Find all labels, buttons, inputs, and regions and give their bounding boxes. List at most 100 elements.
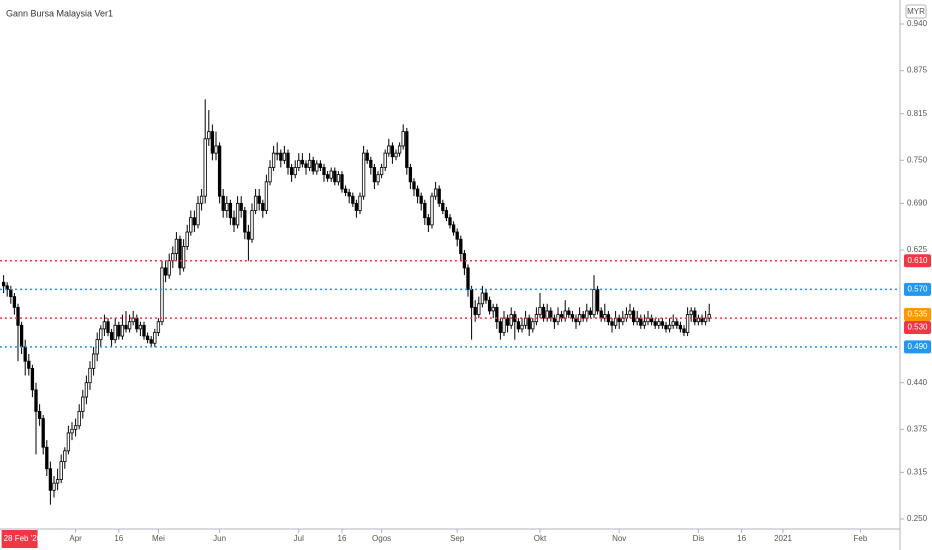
candle-body xyxy=(257,195,261,204)
candle-body xyxy=(390,145,395,158)
candle-body xyxy=(552,317,557,323)
candle-body xyxy=(531,321,535,330)
candle-body xyxy=(466,267,470,290)
candle-body xyxy=(664,324,668,330)
candle-body xyxy=(160,267,164,323)
x-tick-label: 2021 xyxy=(774,534,792,543)
candle-body xyxy=(228,202,233,219)
candle-body xyxy=(408,167,413,183)
x-tick-label: Nov xyxy=(612,534,626,543)
candle-body xyxy=(545,310,549,319)
candle-body xyxy=(459,238,463,254)
candle-body xyxy=(469,289,474,308)
x-tick-label: Mei xyxy=(152,534,165,543)
candle-body xyxy=(52,482,56,491)
candle-body xyxy=(117,324,121,337)
y-tick-label: 0.690 xyxy=(907,198,928,207)
candle-body xyxy=(394,152,398,158)
candle-body xyxy=(451,224,456,233)
candle-body xyxy=(48,468,53,491)
candle-body xyxy=(91,353,96,369)
candle-body xyxy=(667,324,672,330)
candle-body xyxy=(595,289,600,312)
candle-body xyxy=(19,324,24,348)
candle-body xyxy=(639,317,643,326)
candle-body xyxy=(516,321,521,330)
candle-body xyxy=(570,314,575,319)
candle-body xyxy=(261,202,265,211)
candle-body xyxy=(246,231,251,240)
y-tick-label: 0.750 xyxy=(907,155,928,164)
candle-body xyxy=(63,450,67,463)
candle-body xyxy=(433,188,438,197)
y-tick-label: 0.940 xyxy=(907,19,928,28)
candle-body xyxy=(437,188,441,204)
y-tick-label: 0.440 xyxy=(907,378,928,387)
candle-body xyxy=(484,292,488,301)
candle-body xyxy=(45,446,49,470)
candle-body xyxy=(189,217,193,233)
candle-body xyxy=(588,310,593,315)
candle-body xyxy=(340,174,344,190)
candle-body xyxy=(174,238,179,254)
x-tick-label: 16 xyxy=(114,534,123,543)
candle-body xyxy=(354,202,359,211)
candle-body xyxy=(549,310,553,319)
candle-body xyxy=(156,321,161,333)
y-tick-label: 0.625 xyxy=(907,245,928,254)
candle-body xyxy=(34,389,38,412)
candle-body xyxy=(181,245,186,269)
candle-body xyxy=(685,314,690,333)
candle-body xyxy=(192,217,197,226)
candle-body xyxy=(682,328,686,333)
x-tick-label: 16 xyxy=(338,534,347,543)
candle-body xyxy=(541,306,546,319)
candle-body xyxy=(106,321,110,333)
candle-body xyxy=(77,410,81,427)
candle-body xyxy=(23,346,27,362)
candle-body xyxy=(678,324,683,330)
candle-body xyxy=(59,461,63,480)
candle-body xyxy=(81,396,85,412)
candle-body xyxy=(214,145,218,154)
candle-body xyxy=(322,167,326,176)
candle-body xyxy=(520,324,524,330)
candle-body xyxy=(336,174,341,183)
candle-body xyxy=(275,152,279,155)
candle-body xyxy=(325,174,330,179)
price-tag xyxy=(904,340,931,354)
candle-body xyxy=(347,192,351,197)
candle-body xyxy=(495,306,499,323)
candle-body xyxy=(631,310,636,323)
candle-body xyxy=(606,314,611,323)
candle-body xyxy=(610,321,614,326)
cursor-date-label: 28 Feb '20 xyxy=(4,534,42,543)
candle-body xyxy=(351,195,355,204)
candle-body xyxy=(369,159,373,168)
x-tick-label: Sep xyxy=(450,534,465,543)
y-tick-label: 0.375 xyxy=(907,424,928,433)
candle-body xyxy=(293,167,297,176)
candle-body xyxy=(448,217,452,226)
candle-body xyxy=(250,210,254,240)
price-tag-label: 0.610 xyxy=(907,256,928,265)
candle-body xyxy=(207,131,211,140)
candle-body xyxy=(163,267,168,276)
candle-body xyxy=(376,174,380,183)
candle-body xyxy=(239,202,243,211)
candle-body xyxy=(599,310,603,319)
y-tick-label: 0.250 xyxy=(907,514,928,523)
currency-box[interactable] xyxy=(905,4,927,19)
candle-body xyxy=(217,145,222,197)
candle-body xyxy=(405,131,409,168)
price-tag-label: 0.570 xyxy=(907,285,928,294)
candle-body xyxy=(556,314,560,323)
candle-body xyxy=(12,296,17,308)
price-tag xyxy=(904,282,931,296)
candle-body xyxy=(361,152,366,197)
candle-body xyxy=(498,321,503,333)
candle-body xyxy=(693,310,697,323)
candle-body xyxy=(311,159,315,172)
